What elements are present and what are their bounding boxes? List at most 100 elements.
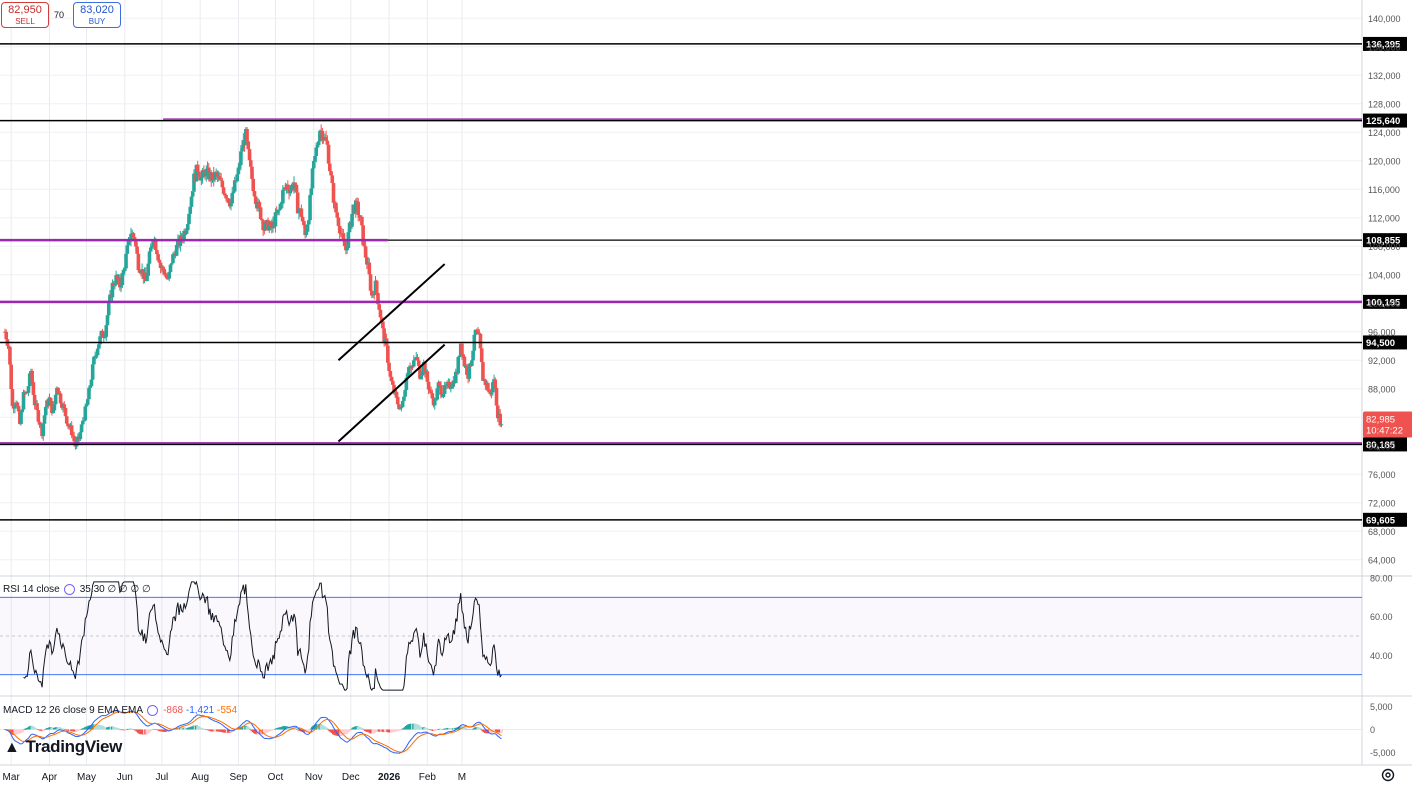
candle-up	[451, 380, 456, 387]
candle-up	[304, 231, 309, 236]
candle-up	[282, 187, 286, 191]
candle-down	[252, 191, 257, 197]
candle-down	[197, 171, 201, 177]
candle-down	[111, 282, 116, 286]
candle-down	[302, 221, 306, 226]
macd-histogram-bar	[399, 729, 403, 730]
candle-down	[115, 274, 120, 280]
rsi-title: RSI 14 close	[3, 584, 60, 595]
candle-down	[498, 413, 503, 426]
macd-axis-tick: 0	[1370, 725, 1375, 735]
candle-down	[72, 436, 76, 442]
candle-up	[310, 168, 315, 189]
tradingview-logo: ▲ TradingView	[4, 737, 122, 757]
candle-down	[447, 382, 452, 389]
candle-up	[435, 388, 440, 400]
time-axis-label: Apr	[42, 772, 58, 783]
macd-histogram-bar	[35, 728, 39, 730]
candle-down	[245, 129, 249, 142]
candle-up	[192, 173, 196, 192]
candle-up	[316, 141, 321, 146]
macd-histogram-bar	[425, 728, 429, 730]
macd-histogram-bar	[348, 729, 352, 731]
candle-down	[378, 309, 383, 318]
candle-up	[148, 247, 153, 252]
candle-down	[395, 396, 400, 405]
macd-histogram-bar	[325, 728, 329, 730]
macd-histogram-bar	[41, 729, 45, 731]
candle-down	[226, 198, 231, 203]
macd-histogram-bar	[22, 729, 26, 731]
candle-down	[156, 254, 160, 261]
candle-up	[292, 182, 296, 189]
macd-histogram-bar	[464, 728, 468, 730]
candle-up	[105, 315, 110, 326]
sell-label: SELL	[15, 17, 35, 26]
macd-histogram-bar	[465, 729, 469, 730]
candle-up	[26, 386, 31, 393]
candle-up	[84, 404, 89, 407]
macd-histogram-bar	[34, 728, 38, 730]
candle-down	[394, 391, 399, 397]
candle-down	[481, 362, 485, 381]
price-axis-tick: 108,000	[1368, 242, 1401, 252]
candle-up	[204, 169, 209, 177]
candle-up	[129, 233, 133, 242]
macd-axis-tick: -5,000	[1370, 748, 1396, 758]
macd-histogram-bar	[434, 729, 438, 731]
candle-up	[199, 177, 204, 181]
candle-up	[188, 206, 193, 214]
candle-down	[334, 202, 338, 213]
sell-button[interactable]: 82,950 SELL	[1, 2, 49, 28]
candle-up	[106, 302, 111, 316]
candle-up	[94, 355, 99, 357]
level-price-label: 80,185	[1366, 440, 1396, 451]
level-price-tag	[1363, 335, 1407, 350]
candle-up	[237, 165, 242, 168]
candle-up	[467, 363, 472, 379]
candle-down	[386, 345, 390, 363]
candle-down	[6, 345, 11, 347]
candle-down	[361, 225, 365, 246]
candle-up	[81, 421, 85, 425]
candle-down	[9, 364, 13, 390]
candle-up	[263, 222, 268, 231]
macd-histogram-bar	[478, 728, 482, 730]
candle-up	[442, 385, 447, 394]
settings-icon[interactable]	[63, 584, 75, 595]
candle-up	[27, 373, 32, 387]
candle-up	[499, 424, 504, 426]
settings-gear-icon[interactable]	[1381, 768, 1395, 782]
candle-up	[313, 155, 317, 162]
candle-down	[389, 376, 394, 382]
candle-up	[19, 412, 23, 424]
candle-down	[418, 365, 422, 379]
candle-up	[288, 190, 293, 194]
candle-up	[398, 407, 402, 409]
candle-down	[261, 220, 265, 230]
candle-down	[8, 346, 12, 365]
candle-down	[158, 262, 163, 269]
candle-up	[432, 400, 437, 406]
candle-up	[150, 245, 154, 248]
candle-up	[453, 371, 458, 383]
candle-up	[407, 367, 411, 375]
buy-button[interactable]: 83,020 BUY	[73, 2, 121, 28]
candle-down	[166, 278, 170, 280]
candle-up	[457, 355, 462, 358]
price-axis-tick: 136,000	[1368, 42, 1401, 52]
macd-histogram-bar	[23, 729, 27, 730]
candle-down	[257, 201, 262, 208]
candle-up	[491, 382, 495, 393]
candle-down	[299, 208, 304, 217]
rsi-legend[interactable]: RSI 14 close 35.30 ∅ ∅ ∅ ∅	[3, 584, 151, 595]
candle-up	[113, 284, 117, 286]
macd-legend[interactable]: MACD 12 26 close 9 EMA EMA -868 -1,421 -5…	[3, 705, 237, 716]
settings-icon[interactable]	[147, 705, 159, 716]
candle-down	[64, 416, 69, 424]
candle-down	[164, 275, 169, 279]
level-price-tag	[1363, 233, 1407, 248]
candle-down	[494, 387, 499, 406]
time-axis-label: M	[458, 772, 466, 783]
